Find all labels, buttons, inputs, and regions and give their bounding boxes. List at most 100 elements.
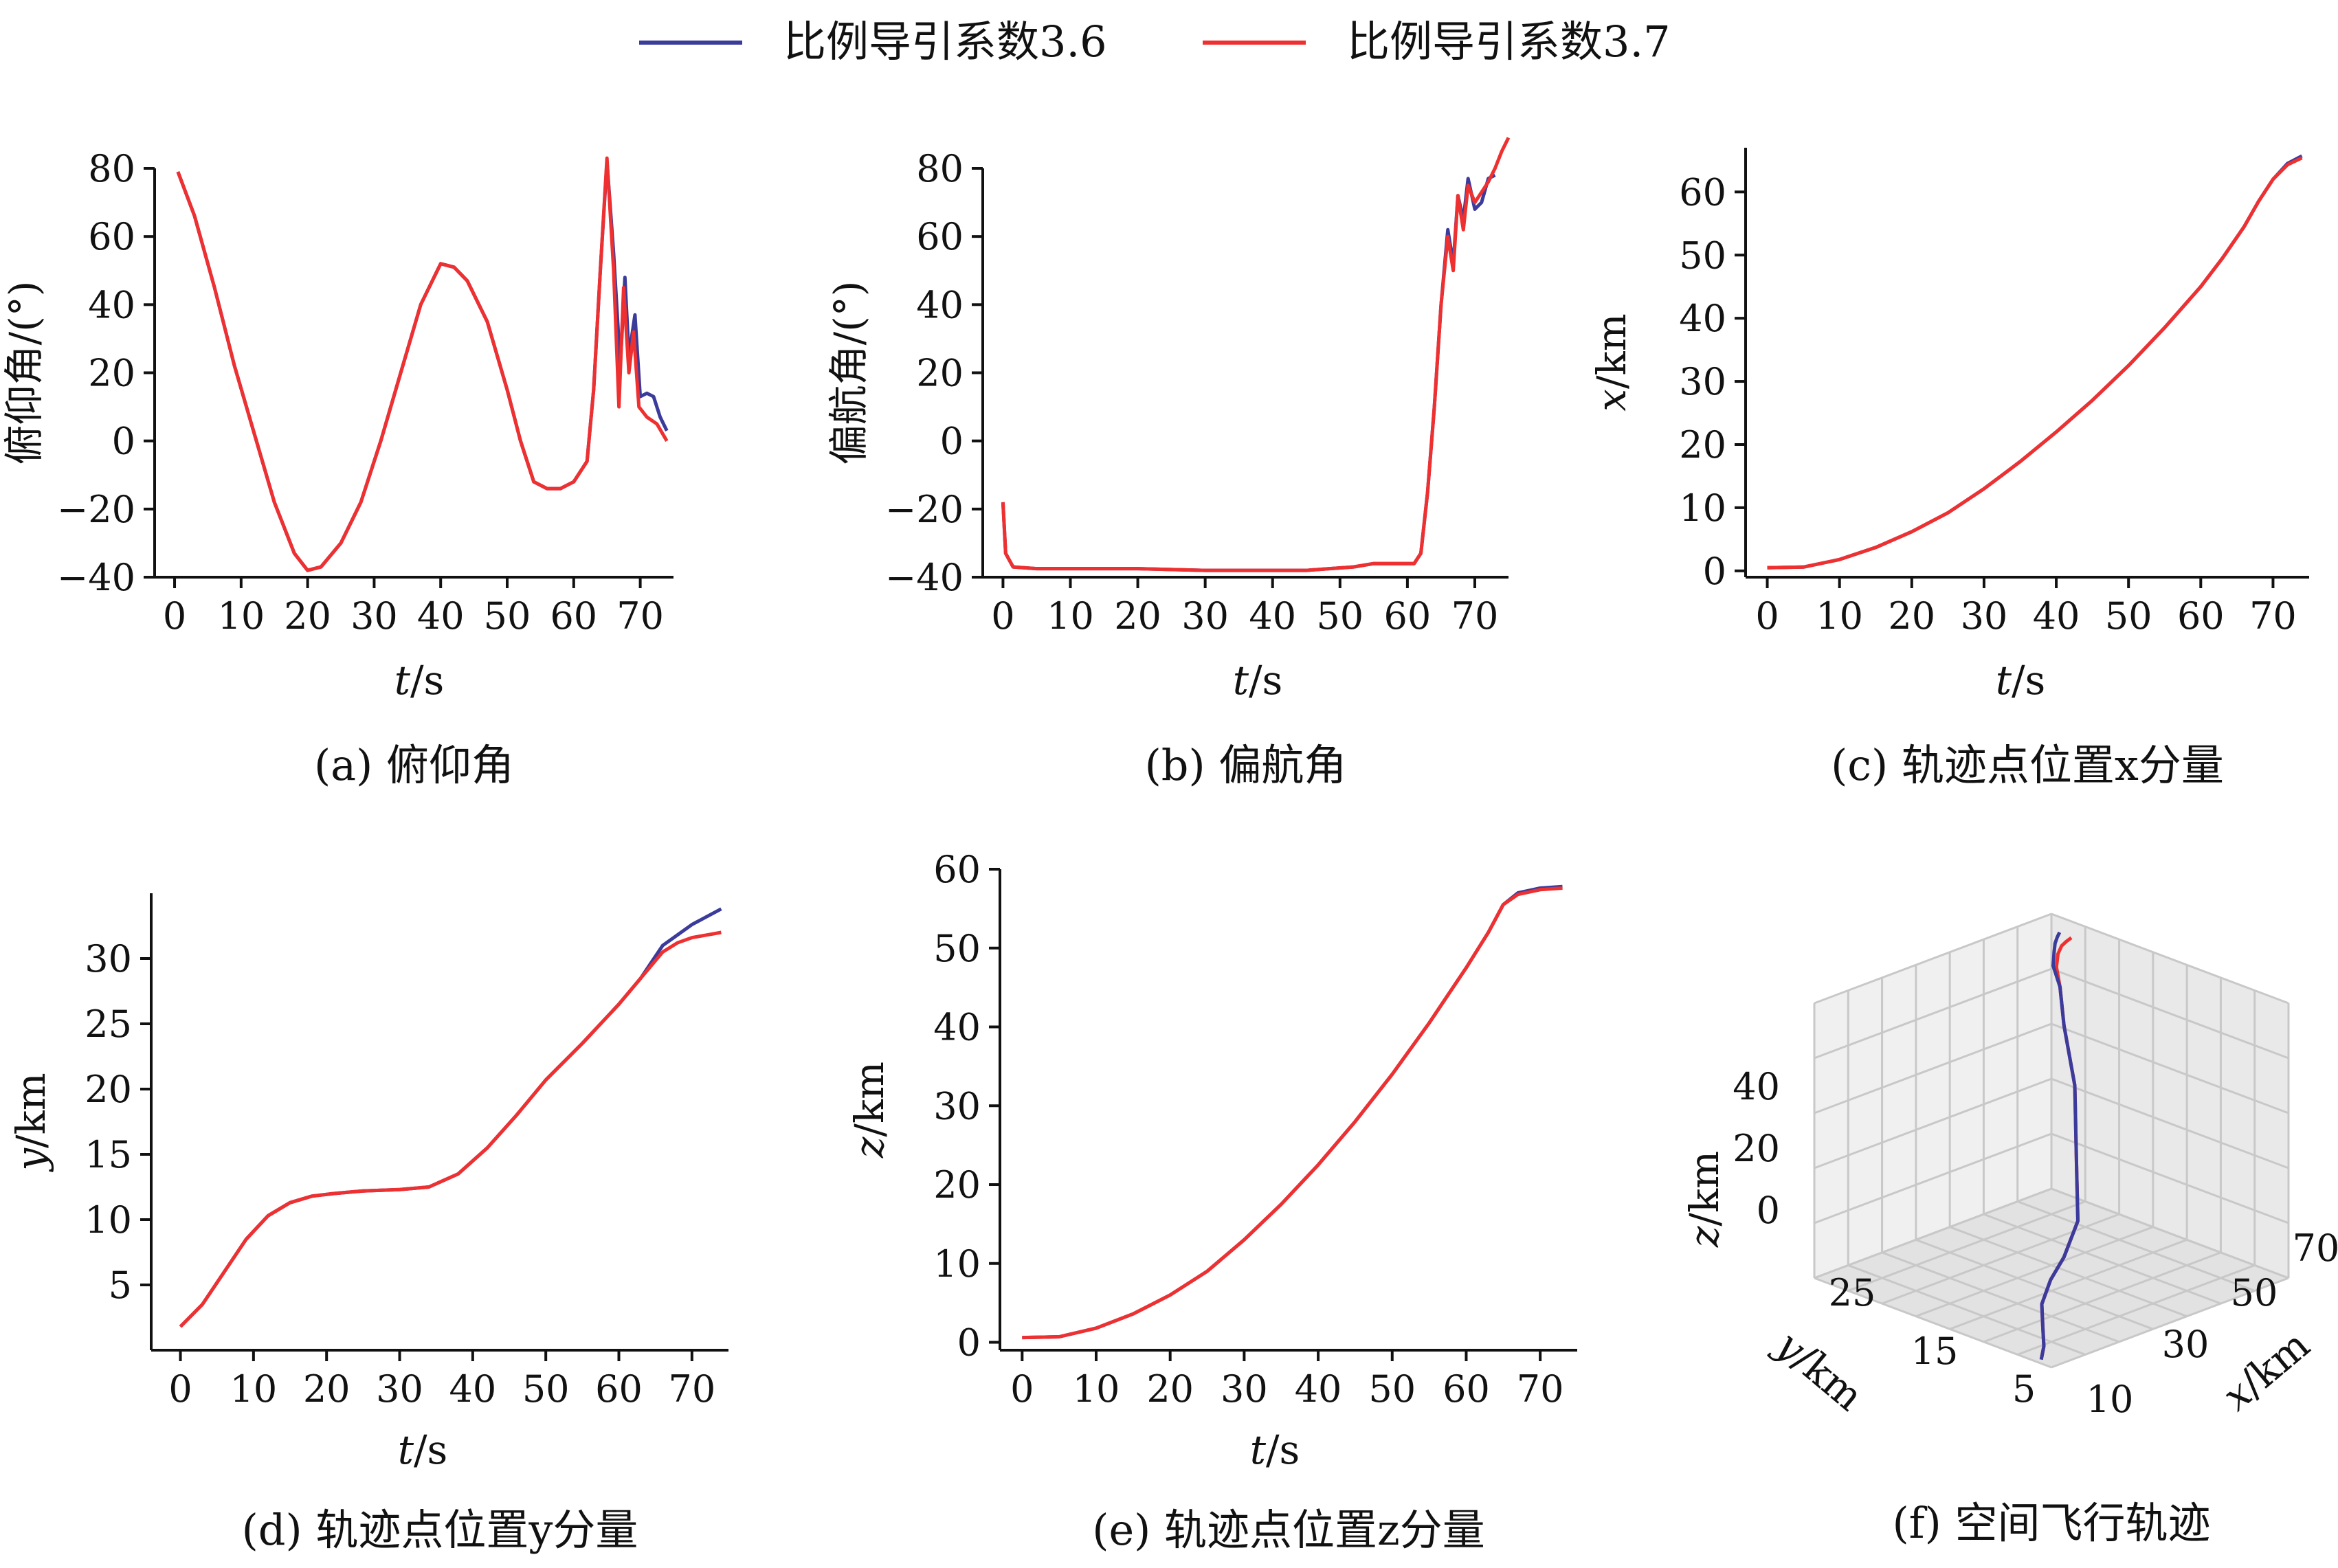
- panel-d-y-component: 0 10 20 30 40 50 60 70 5 10 15 20 25 30 t/s y/km (d) 轨迹点…: [8, 893, 728, 1555]
- y-tick-label: 40: [933, 1006, 981, 1049]
- series-line-37: [176, 156, 669, 572]
- series-line-36: [1767, 154, 2303, 570]
- x-tick-label: 70: [668, 1367, 715, 1411]
- grid-line: [2017, 1200, 2256, 1292]
- series-3d-line-36: [2039, 931, 2080, 1360]
- x-tick-label: 60: [2177, 594, 2225, 638]
- grid-line: [2051, 1187, 2289, 1279]
- series-line-36: [1022, 884, 1563, 1340]
- grid-line: [2017, 1264, 2256, 1356]
- grid-line: [2051, 1022, 2289, 1115]
- x-tick-label: 0: [1755, 594, 1779, 638]
- y-tick-label: 10: [85, 1198, 132, 1242]
- x-tick-label: 50: [522, 1367, 570, 1411]
- legend-label-series-36: 比例导引系数3.6: [783, 16, 1107, 67]
- y-tick-label: 60: [916, 215, 964, 258]
- x-tick-label: 30: [1221, 1367, 1268, 1411]
- grid-line: [1814, 1277, 2052, 1369]
- grid-line: [2051, 967, 2289, 1060]
- series-line-36: [179, 907, 722, 1328]
- panel-e-y-axis-label: z/km: [846, 1062, 893, 1158]
- grid-line: [1814, 1187, 2052, 1279]
- x-tick-label: 20: [284, 594, 331, 638]
- x-tick-label: 30: [2162, 1323, 2209, 1366]
- x-tick-label: 30: [1961, 594, 2008, 638]
- x-tick-label: 60: [595, 1367, 643, 1411]
- y-tick-label: 10: [1679, 486, 1726, 530]
- y-tick-label: 0: [940, 420, 964, 463]
- pane-3d-back-left: [1814, 914, 2051, 1278]
- series-line-37: [1767, 156, 2303, 570]
- y-tick-label: 0: [957, 1321, 981, 1365]
- y-tick-label: 80: [916, 147, 964, 190]
- y-tick-label: 40: [1679, 297, 1726, 340]
- x-tick-label: 10: [1816, 594, 1863, 638]
- series-line-37: [1001, 137, 1511, 572]
- grid-line: [1882, 1213, 2120, 1305]
- series-line-36: [1001, 173, 1496, 572]
- x-tick-label: 30: [1181, 594, 1229, 638]
- x-tick-label: 10: [217, 594, 265, 638]
- y-tick-label: 20: [88, 352, 135, 395]
- panel-d-x-axis-label: t/s: [398, 1426, 448, 1473]
- grid-line: [1814, 967, 2052, 1060]
- panel-f-caption: (f) 空间飞行轨迹: [1892, 1498, 2210, 1548]
- y-tick-label: 20: [85, 1068, 132, 1111]
- series-line-37: [1022, 886, 1563, 1340]
- panel-f-z-axis-label: z/km: [1681, 1151, 1728, 1248]
- y-tick-label: 0: [112, 420, 135, 463]
- panel-a-x-axis-label: t/s: [394, 657, 445, 704]
- y-tick-label: −20: [57, 488, 135, 531]
- x-tick-label: 60: [1384, 594, 1432, 638]
- grid-line: [2051, 1077, 2289, 1169]
- panel-a-y-axis-label: 俯仰角/(°): [1, 281, 47, 465]
- panel-d-y-axis-label: y/km: [8, 1073, 54, 1172]
- y-tick-label: 25: [85, 1003, 132, 1046]
- grid-line: [1847, 1264, 2086, 1356]
- grid-line: [2051, 1132, 2289, 1224]
- grid-line: [2051, 912, 2289, 1005]
- x-tick-label: 50: [484, 594, 531, 638]
- x-tick-label: 50: [1368, 1367, 1416, 1411]
- x-tick-label: 10: [230, 1367, 278, 1411]
- panel-c-y-axis-label: x/km: [1588, 313, 1635, 411]
- x-tick-label: 70: [2249, 594, 2297, 638]
- x-tick-label: 50: [2105, 594, 2152, 638]
- x-tick-label: 40: [417, 594, 465, 638]
- z-tick-label: 0: [1757, 1189, 1780, 1232]
- x-tick-label: 0: [991, 594, 1014, 638]
- x-tick-label: 40: [449, 1367, 496, 1411]
- panel-b-caption: (b) 偏航角: [1145, 740, 1347, 790]
- grid-line: [1814, 1077, 2052, 1169]
- grid-line: [1949, 1238, 2187, 1330]
- pane-3d-back-right: [2051, 914, 2289, 1278]
- panel-b-yaw-angle: 0 10 20 30 40 50 60 70 −40 −20 0 20 40 60 80 t/s 偏航角/(°)…: [825, 137, 1511, 790]
- series-3d: [2039, 931, 2080, 1360]
- y-tick-label: 0: [1703, 550, 1726, 593]
- y-tick-label: 30: [933, 1084, 981, 1128]
- y-tick-label: 20: [933, 1163, 981, 1207]
- legend: 比例导引系数3.6 比例导引系数3.7: [639, 16, 1671, 67]
- y-tick-label: 20: [1679, 423, 1726, 467]
- y-tick-label: −40: [885, 556, 964, 599]
- panel-f-x-axis-label: x/km: [2214, 1321, 2319, 1420]
- series-line-37: [179, 930, 722, 1328]
- grid-line: [1882, 1251, 2120, 1343]
- x-tick-label: 20: [1146, 1367, 1194, 1411]
- y-tick-label: 60: [1679, 170, 1726, 214]
- grid-line: [1814, 1132, 2052, 1224]
- grid-line: [1983, 1251, 2221, 1343]
- panel-d-caption: (d) 轨迹点位置y分量: [242, 1505, 638, 1555]
- y-tick-label: 25: [1829, 1271, 1876, 1314]
- z-tick-label: 20: [1733, 1127, 1780, 1170]
- panel-c-caption: (c) 轨迹点位置x分量: [1831, 740, 2224, 790]
- x-tick-label: 70: [616, 594, 664, 638]
- x-tick-label: 30: [376, 1367, 423, 1411]
- x-tick-label: 40: [1249, 594, 1296, 638]
- panel-b-x-axis-label: t/s: [1233, 657, 1283, 704]
- x-tick-label: 40: [1295, 1367, 1342, 1411]
- panel-c-x-component: 0 10 20 30 40 50 60 70 0 10 20 30 40 50 60 t/s x/km (c) 轨…: [1588, 148, 2309, 790]
- y-tick-label: 5: [109, 1264, 132, 1307]
- x-tick-label: 10: [1047, 594, 1094, 638]
